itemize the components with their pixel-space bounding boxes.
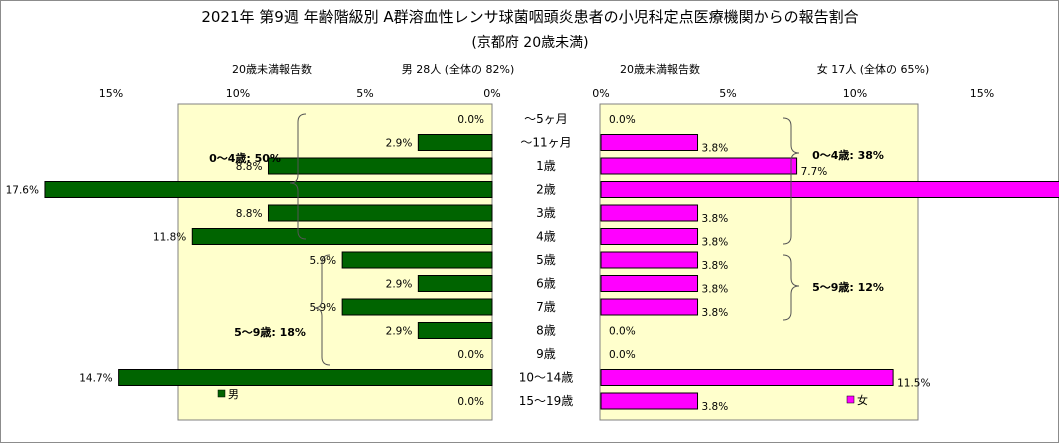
female-tick-label: 15%: [970, 87, 994, 100]
male-legend-label: 男: [228, 388, 239, 401]
male-bar: [341, 251, 493, 269]
female-bar: [600, 392, 699, 410]
female-bar: [600, 228, 699, 245]
male-header-label: 20歳未満報告数: [232, 63, 312, 76]
female-data-label: 3.8%: [702, 284, 729, 296]
male-tick-label: 5%: [356, 87, 373, 100]
category-label: ～11ヶ月: [520, 136, 571, 150]
female-data-label: 3.8%: [702, 237, 729, 249]
female-data-label: 3.8%: [702, 143, 729, 155]
category-label: 8歳: [536, 324, 556, 338]
female-data-label: 3.8%: [702, 260, 729, 272]
male-axis-ticks: 25%20%15%10%5%0%: [99, 87, 501, 100]
female-axis-ticks: 0%5%10%15%20%25%: [592, 87, 994, 100]
male-brace-0-4: [289, 113, 307, 240]
category-label: 7歳: [536, 300, 556, 314]
chart-subtitle: (京都府 20歳未満): [471, 35, 588, 51]
male-tick-label: 0%: [483, 87, 500, 100]
male-data-labels: 0.0% 2.9% 8.8% 17.6% 8.8% 11.8% 5.9% 2.9% 5.9% 2.…: [6, 114, 484, 408]
male-data-label: 0.0%: [457, 396, 484, 408]
male-data-label: 2.9%: [386, 326, 413, 338]
category-label: ～5ヶ月: [524, 112, 568, 126]
female-tick-label: 10%: [843, 87, 867, 100]
category-label: 5歳: [536, 253, 556, 267]
female-header-label: 20歳未満報告数: [620, 63, 700, 76]
female-data-label: 0.0%: [609, 326, 636, 338]
category-label: 10～14歳: [519, 371, 574, 385]
female-brace-5-9: [782, 254, 800, 321]
category-label: 3歳: [536, 206, 556, 220]
male-data-label: 17.6%: [6, 185, 39, 197]
male-data-label: 2.9%: [386, 279, 413, 291]
male-data-label: 5.9%: [309, 302, 336, 314]
male-tick-label: 15%: [99, 87, 123, 100]
female-annotation-5-9: 5～9歳: 12%: [812, 280, 884, 294]
female-bar: [600, 275, 699, 292]
male-data-label: 5.9%: [309, 255, 336, 267]
male-legend-swatch: [217, 389, 226, 398]
category-label: 6歳: [536, 277, 556, 291]
male-summary: 男 28人 (全体の 82%): [402, 62, 515, 76]
male-data-label: 0.0%: [457, 114, 484, 126]
female-data-label: 7.7%: [801, 166, 828, 178]
female-bar: [600, 298, 699, 316]
female-bar: [600, 181, 1059, 198]
female-data-label: 0.0%: [609, 349, 636, 361]
male-data-label: 0.0%: [457, 349, 484, 361]
male-data-label: 11.8%: [153, 232, 186, 244]
female-data-label: 11.5%: [897, 378, 930, 390]
category-label: 4歳: [536, 230, 556, 244]
female-legend-label: 女: [857, 393, 868, 407]
female-data-label: 0.0%: [609, 114, 636, 126]
female-bar: [600, 157, 798, 175]
female-legend-swatch: [846, 395, 855, 404]
category-label: 2歳: [536, 183, 556, 197]
female-tick-label: 5%: [719, 87, 736, 100]
category-label: 9歳: [536, 347, 556, 361]
male-bar: [341, 298, 493, 316]
male-data-label: 2.9%: [386, 138, 413, 150]
male-annotation-0-4: 0～4歳: 50%: [209, 151, 281, 165]
female-data-label: 3.8%: [702, 307, 729, 319]
category-labels: ～5ヶ月 ～11ヶ月 1歳 2歳 3歳 4歳 5歳 6歳 7歳 8歳 9歳 10～14歳 15～19歳: [519, 112, 574, 408]
male-bar: [417, 275, 493, 292]
male-data-label: 8.8%: [236, 208, 263, 220]
male-bar: [191, 228, 493, 245]
female-data-label: 3.8%: [702, 213, 729, 225]
category-label: 15～19歳: [519, 394, 574, 408]
female-annotation-0-4: 0～4歳: 38%: [812, 148, 884, 162]
male-bar: [118, 369, 493, 386]
male-bar: [417, 134, 493, 151]
category-label: 1歳: [536, 159, 556, 173]
male-data-label: 14.7%: [79, 373, 112, 385]
female-bar: [600, 369, 894, 386]
female-bar: [600, 251, 699, 269]
female-tick-label: 0%: [592, 87, 609, 100]
female-brace-0-4: [782, 117, 800, 245]
male-tick-label: 10%: [226, 87, 250, 100]
female-bars: [600, 134, 1059, 410]
female-data-label: 3.8%: [702, 401, 729, 413]
female-bar: [600, 134, 699, 151]
male-brace-5-9: [313, 254, 331, 366]
male-data-label: 8.8%: [236, 161, 263, 173]
female-bar: [600, 204, 699, 222]
chart-title: 2021年 第9週 年齢階級別 A群溶血性レンサ球菌咽頭炎患者の小児科定点医療機…: [201, 8, 858, 26]
male-bar: [267, 204, 493, 222]
male-bars: [44, 134, 493, 386]
male-bar: [44, 181, 493, 198]
female-data-labels: 0.0%3.8%7.7%19.2%3.8%3.8%3.8%3.8%3.8%0.0…: [609, 114, 930, 413]
male-bar: [267, 157, 493, 175]
male-annotation-5-9: 5～9歳: 18%: [234, 325, 306, 339]
male-bar: [417, 322, 493, 339]
female-summary: 女 17人 (全体の 65%): [817, 62, 930, 76]
